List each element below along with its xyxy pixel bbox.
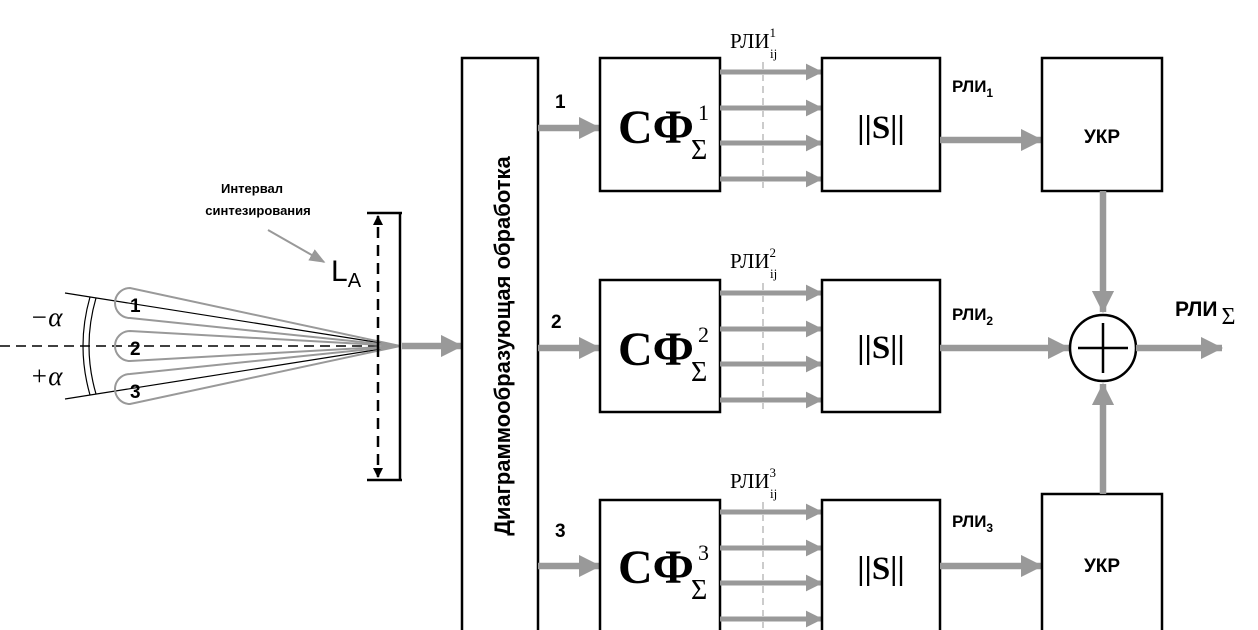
matched-filter-3-subscript: Σ bbox=[691, 575, 707, 606]
channel-2-number: 2 bbox=[551, 312, 562, 333]
angle-minus-alpha: −α bbox=[30, 302, 63, 332]
magnitude-detector-1-label: ||S|| bbox=[857, 110, 904, 146]
beam-lobe-3 bbox=[114, 345, 401, 406]
channel-2: 2 СФ 2 Σ РЛИ2 ij ||S|| РЛИ2 bbox=[538, 245, 1071, 414]
beam-upper-boundary bbox=[64, 292, 401, 347]
beam-number-2: 2 bbox=[130, 339, 141, 360]
matched-filter-2-subscript: Σ bbox=[691, 357, 707, 388]
channel-2-partial-image-bus bbox=[720, 283, 823, 409]
channel-3-number: 3 bbox=[555, 521, 566, 542]
synthesis-interval-pointer bbox=[267, 229, 326, 263]
channel-1-number: 1 bbox=[555, 92, 566, 113]
magnitude-detector-1: ||S|| bbox=[820, 56, 942, 193]
synthesis-interval-label-line1: Интервал bbox=[221, 181, 283, 196]
beam-lower-boundary bbox=[64, 345, 401, 400]
beamforming-processor-label: Диаграммообразующая обработка bbox=[490, 155, 515, 535]
channel-1-image-label: РЛИ1 bbox=[952, 77, 993, 100]
matched-filter-2-superscript: 2 bbox=[698, 322, 709, 347]
matched-filter-1-symbol: СФ bbox=[618, 101, 694, 154]
antenna-section: 1 2 3 −α +α Интервал синтезирования LA bbox=[0, 181, 464, 482]
angle-plus-alpha: +α bbox=[30, 361, 63, 391]
coordinate-correction-3: УКР bbox=[1040, 492, 1164, 630]
matched-filter-2: СФ 2 Σ bbox=[598, 278, 722, 414]
coordinate-correction-1: УКР bbox=[1040, 56, 1164, 193]
matched-filter-3-symbol: СФ bbox=[618, 541, 694, 594]
beam-lobe-1 bbox=[114, 286, 401, 347]
matched-filter-1-superscript: 1 bbox=[698, 100, 709, 125]
angle-arc-outer bbox=[82, 296, 91, 396]
summator bbox=[1068, 313, 1138, 383]
channel-1-partial-image-bus bbox=[720, 62, 823, 188]
matched-filter-1: СФ 1 Σ bbox=[598, 56, 722, 193]
beam-number-3: 3 bbox=[130, 382, 141, 403]
matched-filter-1-subscript: Σ bbox=[691, 135, 707, 166]
synthesis-interval-label-line2: синтезирования bbox=[205, 203, 311, 218]
beam-lobe-2 bbox=[114, 329, 401, 363]
aperture-length-label: LA bbox=[331, 255, 362, 292]
channel-3: 3 СФ 3 Σ РЛИ3 ij ||S|| РЛИ3 УКР bbox=[538, 382, 1164, 630]
coordinate-correction-3-label: УКР bbox=[1084, 556, 1120, 577]
beam-number-1: 1 bbox=[130, 296, 141, 317]
beamforming-processor: Диаграммообразующая обработка bbox=[460, 56, 540, 630]
magnitude-detector-2: ||S|| bbox=[820, 278, 942, 414]
channel-1: 1 СФ 1 Σ РЛИ1 ij ||S|| РЛИ1 УКР bbox=[538, 25, 1164, 314]
channel-1-partial-image-label: РЛИ1 ij bbox=[730, 25, 777, 61]
channel-2-partial-image-label: РЛИ2 ij bbox=[730, 245, 777, 281]
coordinate-correction-1-label: УКР bbox=[1084, 127, 1120, 148]
matched-filter-2-symbol: СФ bbox=[618, 323, 694, 376]
angle-arc-inner bbox=[88, 297, 97, 395]
channel-3-image-label: РЛИ3 bbox=[952, 512, 993, 535]
channel-2-image-label: РЛИ2 bbox=[952, 305, 993, 328]
matched-filter-3-superscript: 3 bbox=[698, 540, 709, 565]
output-image-label: РЛИ Σ bbox=[1175, 298, 1235, 330]
channel-3-partial-image-bus bbox=[720, 502, 823, 628]
matched-filter-3: СФ 3 Σ bbox=[598, 498, 722, 630]
channel-3-partial-image-label: РЛИ3 ij bbox=[730, 465, 777, 501]
magnitude-detector-3: ||S|| bbox=[820, 498, 942, 630]
magnitude-detector-3-label: ||S|| bbox=[857, 551, 904, 587]
magnitude-detector-2-label: ||S|| bbox=[857, 330, 904, 366]
